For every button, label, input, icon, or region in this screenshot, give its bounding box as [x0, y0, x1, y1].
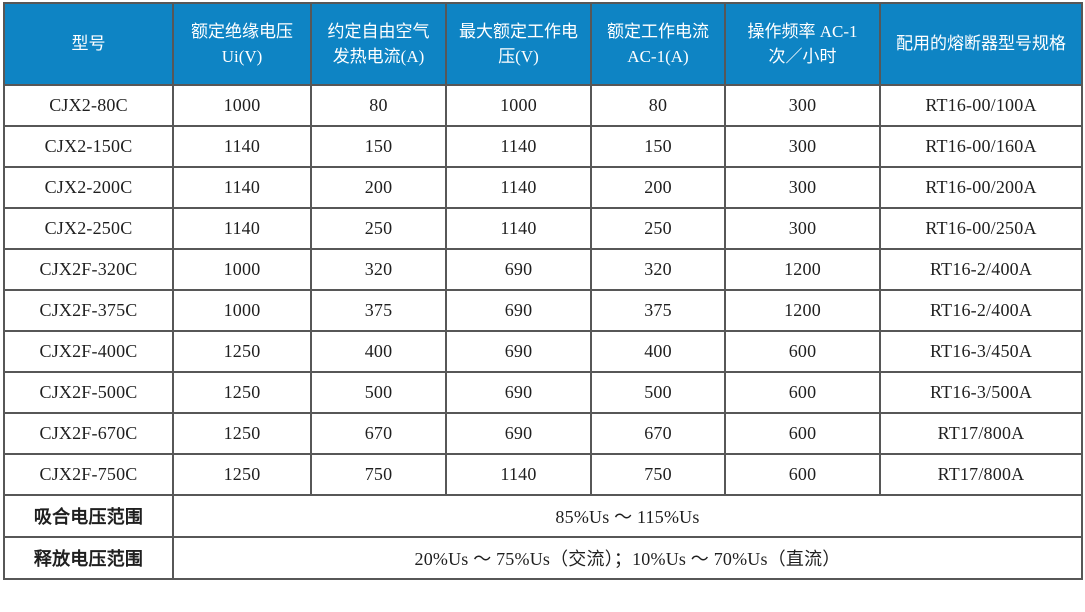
- cell-insulation-voltage: 1000: [172, 84, 312, 127]
- cell-insulation-voltage: 1250: [172, 330, 312, 373]
- row-label-pickup-voltage-range: 吸合电压范围: [3, 494, 174, 538]
- column-header-fuse-spec: 配用的熔断器型号规格: [879, 2, 1083, 86]
- release-voltage-range-value: 20%Us ～ 75%Us（交流）；10%Us ～ 70%Us（直流）: [172, 536, 1083, 580]
- cell-insulation-voltage: 1250: [172, 371, 312, 414]
- cell-operating-frequency: 600: [724, 330, 881, 373]
- cell-ac1-current: 150: [590, 125, 726, 168]
- cell-model: CJX2F-400C: [3, 330, 174, 373]
- cell-insulation-voltage: 1140: [172, 166, 312, 209]
- table-row: CJX2F-670C 1250 670 690 670 600 RT17/800…: [3, 412, 1083, 455]
- cell-ac1-current: 670: [590, 412, 726, 455]
- cell-model: CJX2F-670C: [3, 412, 174, 455]
- cell-max-working-voltage: 690: [445, 248, 592, 291]
- cell-thermal-current: 320: [310, 248, 447, 291]
- cell-thermal-current: 200: [310, 166, 447, 209]
- table-row: CJX2F-320C 1000 320 690 320 1200 RT16-2/…: [3, 248, 1083, 291]
- cell-fuse-spec: RT16-00/200A: [879, 166, 1083, 209]
- cell-operating-frequency: 1200: [724, 289, 881, 332]
- table-row: CJX2-150C 1140 150 1140 150 300 RT16-00/…: [3, 125, 1083, 168]
- cell-operating-frequency: 300: [724, 166, 881, 209]
- cell-ac1-current: 250: [590, 207, 726, 250]
- cell-thermal-current: 375: [310, 289, 447, 332]
- cell-insulation-voltage: 1140: [172, 125, 312, 168]
- cell-ac1-current: 500: [590, 371, 726, 414]
- cell-thermal-current: 250: [310, 207, 447, 250]
- cell-max-working-voltage: 1140: [445, 453, 592, 496]
- pickup-voltage-range-value: 85%Us ～ 115%Us: [172, 494, 1083, 538]
- cell-ac1-current: 750: [590, 453, 726, 496]
- cell-ac1-current: 80: [590, 84, 726, 127]
- cell-max-working-voltage: 1140: [445, 125, 592, 168]
- cell-insulation-voltage: 1250: [172, 412, 312, 455]
- cell-insulation-voltage: 1250: [172, 453, 312, 496]
- table-row: CJX2F-375C 1000 375 690 375 1200 RT16-2/…: [3, 289, 1083, 332]
- table-row: CJX2-250C 1140 250 1140 250 300 RT16-00/…: [3, 207, 1083, 250]
- row-label-release-voltage-range: 释放电压范围: [3, 536, 174, 580]
- cell-max-working-voltage: 690: [445, 289, 592, 332]
- spec-table: 型号 额定绝缘电压 Ui(V) 约定自由空气发热电流(A) 最大额定工作电压(V…: [3, 2, 1083, 580]
- cell-fuse-spec: RT17/800A: [879, 412, 1083, 455]
- footer-row-release-voltage: 释放电压范围 20%Us ～ 75%Us（交流）；10%Us ～ 70%Us（直…: [3, 536, 1083, 580]
- table-row: CJX2-80C 1000 80 1000 80 300 RT16-00/100…: [3, 84, 1083, 127]
- table-row: CJX2F-500C 1250 500 690 500 600 RT16-3/5…: [3, 371, 1083, 414]
- cell-operating-frequency: 600: [724, 453, 881, 496]
- cell-ac1-current: 400: [590, 330, 726, 373]
- table-row: CJX2F-750C 1250 750 1140 750 600 RT17/80…: [3, 453, 1083, 496]
- cell-thermal-current: 750: [310, 453, 447, 496]
- cell-operating-frequency: 300: [724, 84, 881, 127]
- cell-model: CJX2-80C: [3, 84, 174, 127]
- cell-model: CJX2F-500C: [3, 371, 174, 414]
- cell-fuse-spec: RT16-3/450A: [879, 330, 1083, 373]
- cell-fuse-spec: RT16-3/500A: [879, 371, 1083, 414]
- cell-thermal-current: 150: [310, 125, 447, 168]
- cell-operating-frequency: 600: [724, 412, 881, 455]
- cell-ac1-current: 375: [590, 289, 726, 332]
- cell-thermal-current: 400: [310, 330, 447, 373]
- cell-fuse-spec: RT16-2/400A: [879, 289, 1083, 332]
- cell-operating-frequency: 300: [724, 125, 881, 168]
- cell-operating-frequency: 300: [724, 207, 881, 250]
- cell-thermal-current: 80: [310, 84, 447, 127]
- cell-model: CJX2-150C: [3, 125, 174, 168]
- cell-insulation-voltage: 1000: [172, 248, 312, 291]
- footer-row-pickup-voltage: 吸合电压范围 85%Us ～ 115%Us: [3, 494, 1083, 538]
- cell-fuse-spec: RT16-00/250A: [879, 207, 1083, 250]
- cell-fuse-spec: RT16-00/100A: [879, 84, 1083, 127]
- cell-max-working-voltage: 690: [445, 330, 592, 373]
- column-header-operating-frequency: 操作频率 AC-1 次／小时: [724, 2, 881, 86]
- cell-fuse-spec: RT17/800A: [879, 453, 1083, 496]
- cell-ac1-current: 320: [590, 248, 726, 291]
- cell-fuse-spec: RT16-00/160A: [879, 125, 1083, 168]
- cell-max-working-voltage: 690: [445, 412, 592, 455]
- cell-model: CJX2F-750C: [3, 453, 174, 496]
- cell-model: CJX2-250C: [3, 207, 174, 250]
- cell-max-working-voltage: 1140: [445, 207, 592, 250]
- column-header-ac1-current: 额定工作电流 AC-1(A): [590, 2, 726, 86]
- column-header-model: 型号: [3, 2, 174, 86]
- cell-model: CJX2F-320C: [3, 248, 174, 291]
- column-header-max-working-voltage: 最大额定工作电压(V): [445, 2, 592, 86]
- cell-ac1-current: 200: [590, 166, 726, 209]
- cell-max-working-voltage: 1140: [445, 166, 592, 209]
- header-row: 型号 额定绝缘电压 Ui(V) 约定自由空气发热电流(A) 最大额定工作电压(V…: [3, 2, 1083, 86]
- cell-operating-frequency: 1200: [724, 248, 881, 291]
- cell-max-working-voltage: 690: [445, 371, 592, 414]
- cell-insulation-voltage: 1140: [172, 207, 312, 250]
- table-row: CJX2-200C 1140 200 1140 200 300 RT16-00/…: [3, 166, 1083, 209]
- table-row: CJX2F-400C 1250 400 690 400 600 RT16-3/4…: [3, 330, 1083, 373]
- column-header-insulation-voltage: 额定绝缘电压 Ui(V): [172, 2, 312, 86]
- cell-model: CJX2F-375C: [3, 289, 174, 332]
- cell-operating-frequency: 600: [724, 371, 881, 414]
- cell-insulation-voltage: 1000: [172, 289, 312, 332]
- cell-thermal-current: 500: [310, 371, 447, 414]
- cell-thermal-current: 670: [310, 412, 447, 455]
- cell-model: CJX2-200C: [3, 166, 174, 209]
- column-header-thermal-current: 约定自由空气发热电流(A): [310, 2, 447, 86]
- cell-fuse-spec: RT16-2/400A: [879, 248, 1083, 291]
- cell-max-working-voltage: 1000: [445, 84, 592, 127]
